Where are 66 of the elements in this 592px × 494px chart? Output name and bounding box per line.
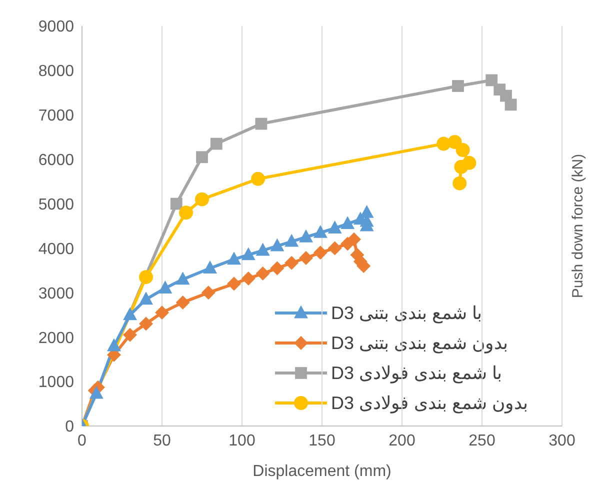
y-tick-label: 4000 [38,240,74,258]
legend-label: D3 با شمع بندی فولادی [330,362,502,384]
point [195,192,209,206]
point [340,216,355,230]
x-axis-title: Displacement (mm) [252,463,392,480]
point [176,295,190,310]
point [107,338,121,352]
point [313,224,328,238]
point [284,234,299,247]
point [299,251,313,265]
point [328,220,342,234]
point [328,241,342,256]
point [139,316,153,331]
point [155,306,169,320]
point [256,266,270,281]
y-tick-label: 1000 [38,374,74,392]
point [241,271,256,286]
point [203,260,217,274]
x-tick-label: 50 [153,432,171,450]
y-tick-label: 2000 [38,330,74,347]
point [452,80,464,92]
point [251,172,265,186]
point [436,136,451,151]
point [139,292,153,305]
point [452,176,467,190]
point [89,386,104,399]
point [486,74,498,86]
point [299,229,313,242]
x-tick-label: 150 [308,432,336,450]
point [176,272,190,285]
point [227,252,241,265]
point [270,238,284,252]
y-tick-label: 7000 [38,108,74,125]
point [210,138,222,150]
point [158,280,172,294]
legend-label: D3 بدون شمع بندی فولادی [330,392,528,414]
x-tick-label: 100 [228,432,256,450]
y-tick-label: 0 [65,418,74,436]
x-tick-label: 200 [388,432,416,450]
point [179,206,193,220]
point [196,151,208,164]
y-tick-label: 9000 [38,18,74,36]
point [347,232,361,246]
point [284,256,299,270]
point [170,198,182,210]
point [255,118,268,130]
y-tick-label: 5000 [38,196,74,214]
x-tick-label: 250 [468,432,496,450]
point [227,276,241,291]
point [123,328,137,342]
y-tick-label: 6000 [38,152,74,170]
point [139,270,153,284]
point [454,160,468,174]
y-axis-title: Push down force (kN) [569,154,586,298]
point [201,286,216,300]
x-tick-label: 0 [78,432,87,450]
point [123,307,137,320]
y-tick-label: 8000 [38,63,74,80]
y-tick-label: 3000 [38,285,74,302]
point [270,261,284,276]
point [504,98,517,111]
x-tick-label: 300 [548,432,576,450]
point [241,247,256,260]
point [256,242,270,256]
point [313,246,328,260]
point [456,143,470,157]
